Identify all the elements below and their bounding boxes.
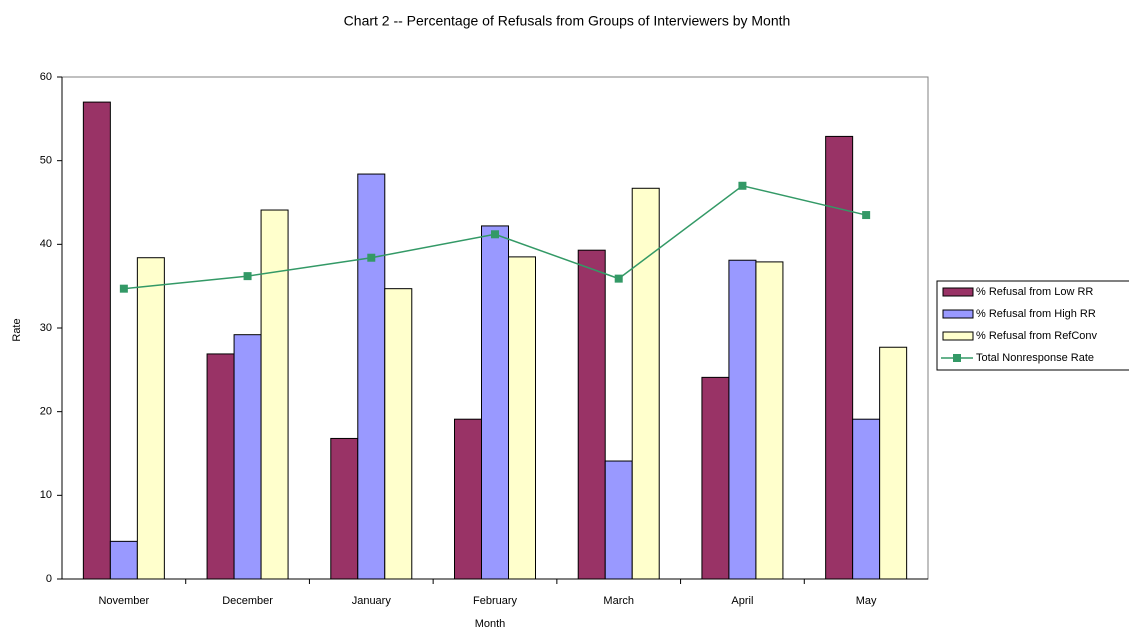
bar — [233, 334, 262, 580]
chart-title: Chart 2 -- Percentage of Refusals from G… — [344, 13, 791, 29]
bar — [508, 256, 536, 580]
y-tick-label: 60 — [40, 71, 52, 83]
bar — [384, 288, 413, 580]
bar — [728, 259, 757, 580]
legend-swatch — [942, 331, 974, 341]
x-tick-label: November — [98, 595, 149, 607]
x-tick-label: May — [856, 595, 877, 607]
legend-swatch — [942, 287, 974, 297]
bar — [330, 437, 359, 580]
legend-swatch — [953, 354, 961, 362]
x-tick-label: April — [731, 595, 753, 607]
bar — [260, 209, 289, 580]
bar — [577, 249, 606, 580]
y-tick-label: 30 — [40, 322, 52, 334]
y-axis-label: Rate — [11, 318, 23, 341]
line-marker — [738, 181, 747, 190]
bar — [481, 225, 509, 580]
line-marker — [367, 253, 376, 262]
x-tick-label: February — [473, 595, 518, 607]
bar — [825, 135, 854, 580]
bar — [206, 353, 235, 580]
bar — [631, 187, 660, 580]
legend-label: % Refusal from High RR — [976, 308, 1096, 320]
line-marker — [119, 284, 128, 293]
x-tick-label: March — [603, 595, 634, 607]
legend-label: % Refusal from RefConv — [976, 330, 1098, 342]
x-tick-label: December — [222, 595, 273, 607]
y-tick-label: 0 — [46, 573, 52, 585]
y-tick-label: 50 — [40, 155, 52, 167]
line-marker — [614, 274, 623, 283]
bar — [357, 173, 386, 580]
bar — [879, 346, 908, 580]
legend-swatch — [942, 309, 974, 319]
x-axis-label: Month — [475, 618, 506, 630]
bar — [604, 460, 633, 580]
bar — [109, 540, 138, 580]
y-tick-label: 40 — [40, 238, 52, 250]
line-marker — [862, 211, 871, 220]
bar — [454, 418, 482, 580]
bar — [701, 376, 730, 580]
legend-label: Total Nonresponse Rate — [976, 352, 1094, 364]
x-tick-label: January — [352, 595, 392, 607]
y-tick-label: 10 — [40, 489, 52, 501]
bar — [852, 418, 881, 580]
y-tick-label: 20 — [40, 406, 52, 418]
bar — [82, 101, 111, 580]
bar — [755, 261, 784, 580]
legend-label: % Refusal from Low RR — [976, 286, 1093, 298]
line-marker — [243, 272, 252, 281]
line-marker — [491, 230, 499, 239]
bar — [136, 257, 165, 580]
